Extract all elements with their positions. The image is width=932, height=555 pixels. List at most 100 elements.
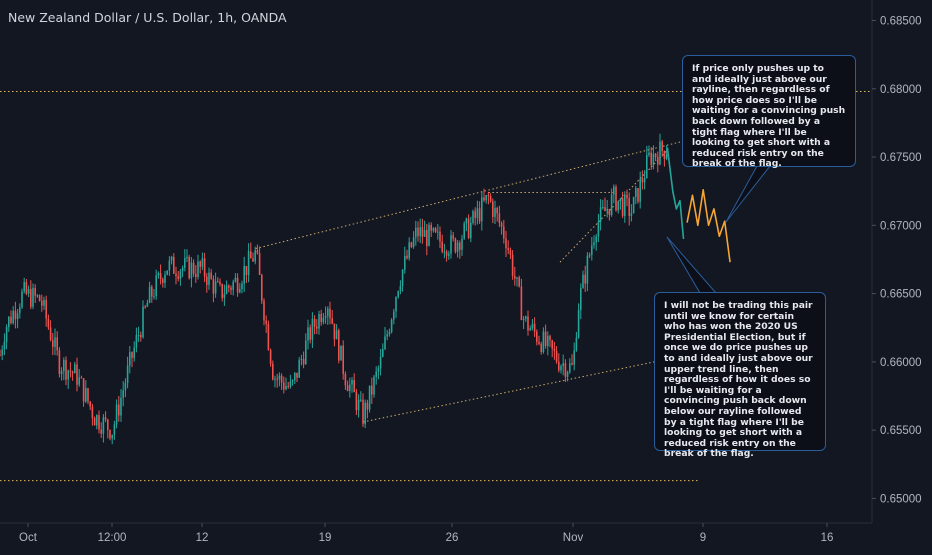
candle-body bbox=[399, 285, 402, 292]
y-tick-label: 0.66500 bbox=[880, 289, 922, 301]
candle-body bbox=[188, 256, 190, 279]
candle-body bbox=[221, 283, 223, 299]
candle-body bbox=[494, 207, 496, 217]
candle-body bbox=[199, 261, 201, 267]
candle-body bbox=[591, 245, 593, 255]
candle-body bbox=[300, 359, 303, 361]
candle-body bbox=[203, 258, 206, 277]
candle-body bbox=[432, 228, 435, 231]
candle-body bbox=[520, 286, 523, 321]
candle-body bbox=[525, 316, 527, 319]
candle-body bbox=[104, 417, 107, 420]
candle-body bbox=[562, 363, 564, 367]
candle-body bbox=[320, 314, 322, 323]
candle-body bbox=[133, 347, 135, 358]
candle-body bbox=[421, 227, 424, 237]
candle-body bbox=[417, 227, 419, 237]
candle-body bbox=[608, 208, 611, 216]
candle-body bbox=[540, 343, 542, 352]
chart-title: New Zealand Dollar / U.S. Dollar, 1h, OA… bbox=[8, 10, 287, 25]
candle-body bbox=[450, 235, 452, 254]
candle-body bbox=[118, 404, 120, 416]
candle-body bbox=[283, 382, 285, 390]
candle-body bbox=[305, 340, 307, 365]
candle-body bbox=[602, 207, 604, 209]
candle-body bbox=[419, 227, 421, 237]
candle-body bbox=[263, 300, 265, 321]
candle-body bbox=[285, 385, 287, 390]
candle-body bbox=[234, 277, 237, 282]
candle-body bbox=[278, 375, 281, 380]
candle-body bbox=[113, 424, 116, 435]
candle-body bbox=[368, 385, 371, 410]
candle-body bbox=[423, 230, 426, 237]
candle-body bbox=[1, 349, 3, 356]
candle-body bbox=[340, 345, 342, 361]
candle-body bbox=[115, 404, 118, 425]
x-tick-label: 19 bbox=[319, 532, 332, 544]
annotation-callout-top[interactable]: If price only pushes up to and ideally j… bbox=[682, 55, 856, 169]
candle-body bbox=[111, 434, 113, 439]
candle-body bbox=[148, 286, 151, 303]
x-tick-label: 26 bbox=[446, 532, 459, 544]
candle-body bbox=[63, 359, 65, 372]
candle-body bbox=[542, 331, 545, 352]
candle-body bbox=[617, 201, 619, 211]
candle-body bbox=[558, 361, 560, 371]
candle-body bbox=[533, 323, 536, 332]
y-tick-label: 0.66000 bbox=[880, 357, 922, 369]
candle-body bbox=[153, 296, 155, 298]
candle-body bbox=[74, 364, 76, 374]
candle-body bbox=[635, 188, 637, 197]
candle-body bbox=[428, 224, 430, 246]
candle-body bbox=[327, 308, 329, 316]
candle-body bbox=[646, 154, 648, 178]
candle-body bbox=[265, 320, 267, 324]
candle-body bbox=[291, 380, 294, 382]
candle-body bbox=[43, 299, 45, 306]
candle-body bbox=[577, 309, 580, 338]
candle-body bbox=[159, 273, 162, 279]
candle-body bbox=[217, 281, 219, 283]
candle-body bbox=[593, 242, 595, 246]
candle-body bbox=[256, 250, 259, 254]
candle-body bbox=[155, 275, 157, 297]
candle-body bbox=[408, 242, 410, 259]
candle-body bbox=[514, 275, 516, 279]
candle-body bbox=[586, 255, 589, 284]
candle-body bbox=[472, 211, 474, 223]
candle-body bbox=[36, 295, 39, 297]
candle-body bbox=[91, 406, 94, 419]
candle-body bbox=[448, 253, 450, 256]
candle-body bbox=[498, 213, 501, 224]
candle-body bbox=[443, 251, 446, 253]
candle-body bbox=[120, 397, 122, 416]
annotation-callout-bottom[interactable]: I will not be trading this pair until we… bbox=[654, 292, 826, 459]
candle-body bbox=[529, 328, 531, 331]
candle-body bbox=[360, 399, 362, 401]
candle-body bbox=[78, 377, 80, 385]
candle-body bbox=[643, 177, 646, 183]
candle-body bbox=[342, 345, 344, 374]
candle-body bbox=[410, 242, 413, 247]
candle-body bbox=[637, 188, 639, 202]
candle-body bbox=[500, 223, 503, 227]
candle-body bbox=[27, 289, 30, 294]
candle-body bbox=[272, 363, 274, 380]
candle-body bbox=[379, 356, 382, 369]
candle-body bbox=[162, 278, 164, 283]
candle-body bbox=[404, 255, 406, 270]
candle-body bbox=[151, 286, 153, 297]
candle-body bbox=[555, 351, 558, 362]
candle-body bbox=[122, 390, 124, 398]
candle-body bbox=[650, 152, 652, 165]
candle-body bbox=[225, 285, 228, 294]
candle-body bbox=[190, 262, 193, 279]
candle-body bbox=[522, 318, 525, 321]
candle-body bbox=[661, 141, 663, 152]
candle-body bbox=[232, 281, 234, 290]
candle-body bbox=[5, 327, 8, 342]
candle-body bbox=[384, 336, 386, 350]
